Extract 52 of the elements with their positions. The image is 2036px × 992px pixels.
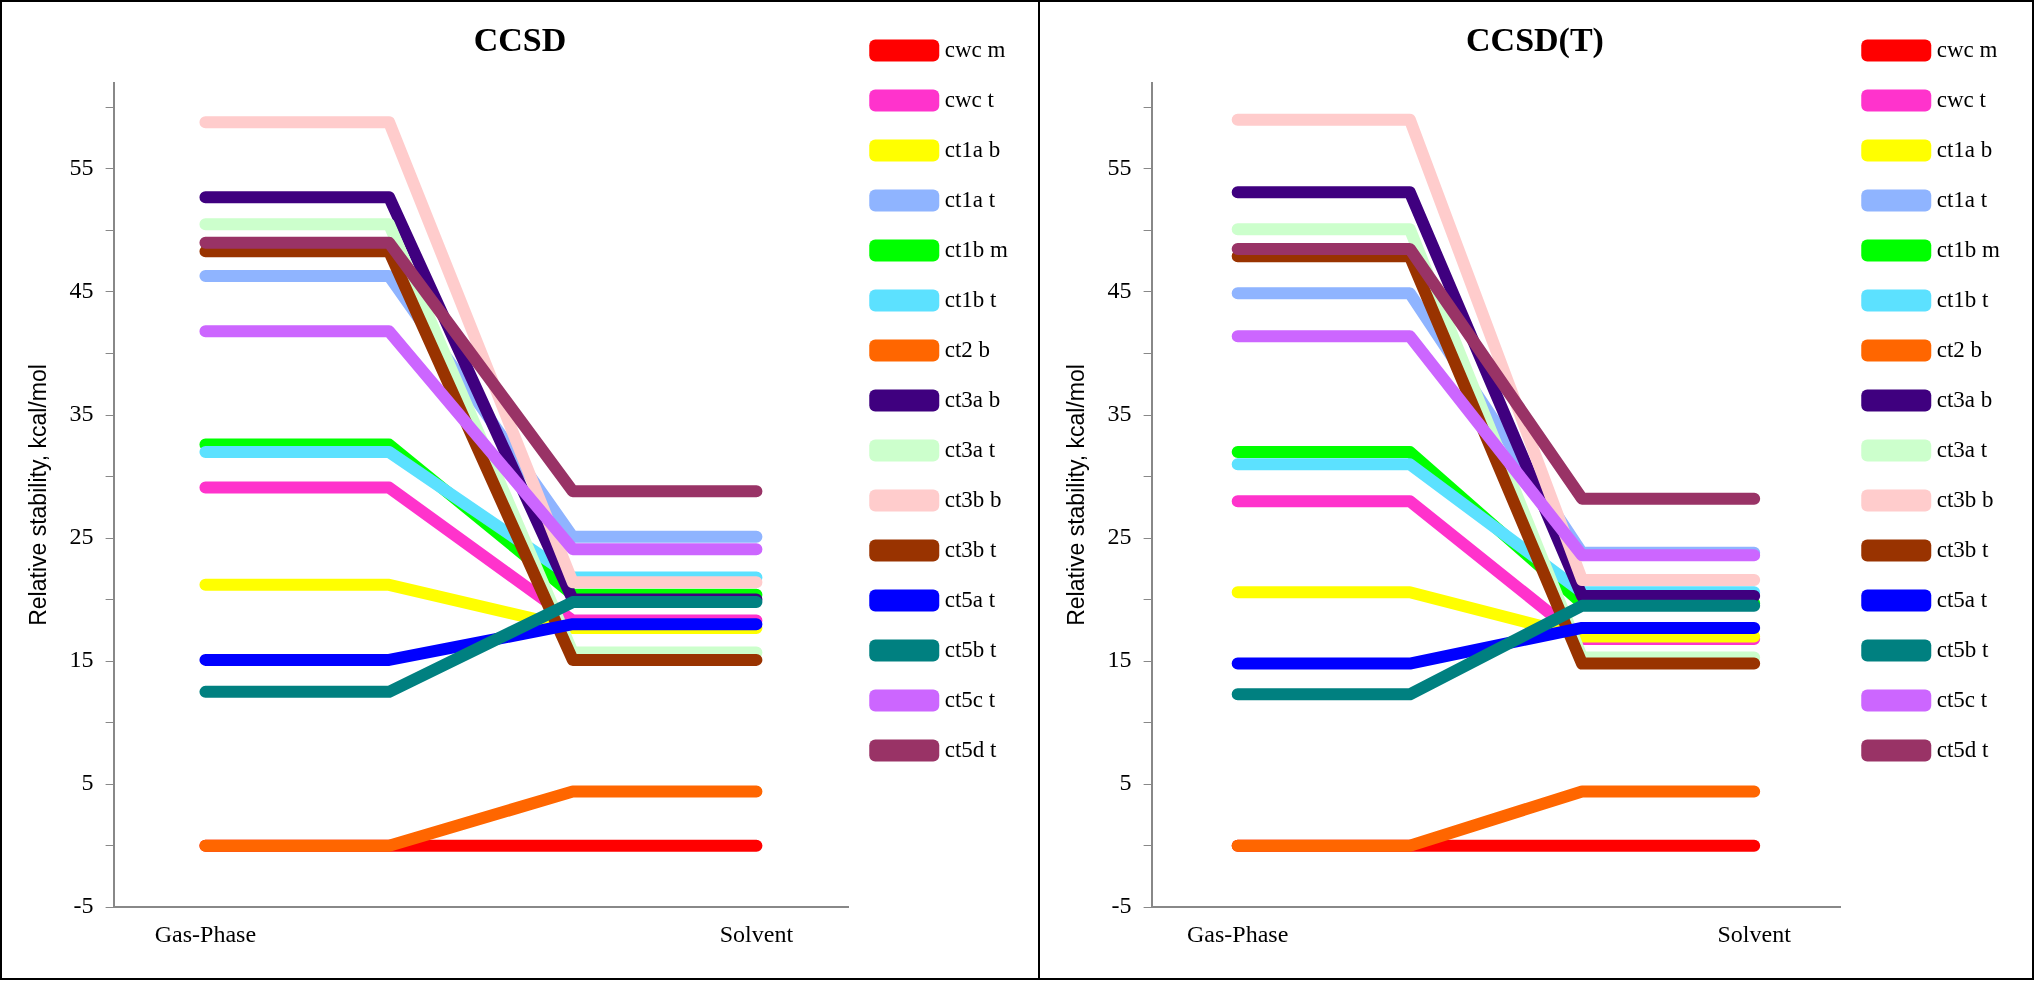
legend-label: ct5a t <box>944 586 996 612</box>
legend-label: ct1b t <box>944 286 998 312</box>
legend-label: cwc m <box>944 36 1006 62</box>
legend-label: ct5c t <box>944 686 996 712</box>
legend-label: ct1a b <box>944 136 1001 162</box>
y-tick-label: -5 <box>1111 892 1132 919</box>
y-tick-label: 5 <box>81 769 94 796</box>
legend-label: ct5b t <box>1936 636 1990 662</box>
y-tick-label: -5 <box>73 892 94 919</box>
y-tick-label: 25 <box>69 523 94 550</box>
legend-label: ct5d t <box>944 736 998 762</box>
legend-label: ct3a t <box>1936 436 1988 462</box>
x-tick-label: Solvent <box>1717 920 1792 947</box>
chart-title: CCSD <box>473 21 567 59</box>
legend-label: ct1a b <box>1936 136 1993 162</box>
y-tick-label: 15 <box>1107 646 1132 673</box>
x-tick-label: Solvent <box>719 920 794 947</box>
legend-label: ct3a b <box>1936 386 1993 412</box>
legend-label: ct1b m <box>944 236 1009 262</box>
legend-label: ct1a t <box>944 186 996 212</box>
legend-label: cwc t <box>944 86 995 112</box>
legend-label: ct5a t <box>1936 586 1988 612</box>
y-tick-label: 5 <box>1119 769 1132 796</box>
y-tick-label: 15 <box>69 646 94 673</box>
legend-label: ct3b b <box>1936 486 1994 512</box>
y-tick-label: 25 <box>1107 523 1132 550</box>
legend-label: ct3b b <box>944 486 1002 512</box>
y-axis-title: Relative stability, kcal/mol <box>1063 364 1090 626</box>
y-tick-label: 45 <box>1107 277 1132 304</box>
y-tick-label: 35 <box>69 400 94 427</box>
y-tick-label: 45 <box>69 277 94 304</box>
y-tick-label: 55 <box>1107 154 1132 181</box>
chart-title: CCSD(T) <box>1466 21 1604 60</box>
legend-label: ct1b t <box>1936 286 1990 312</box>
legend-label: ct3b t <box>1936 536 1990 562</box>
legend-label: ct2 b <box>1936 336 1983 362</box>
legend-label: ct5b t <box>944 636 998 662</box>
x-tick-label: Gas-Phase <box>154 920 257 947</box>
legend-label: ct1a t <box>1936 186 1988 212</box>
y-tick-label: 35 <box>1107 400 1132 427</box>
legend-label: ct2 b <box>944 336 991 362</box>
x-tick-label: Gas-Phase <box>1187 920 1289 947</box>
legend-label: ct1b m <box>1936 236 2001 262</box>
legend-label: ct3a b <box>944 386 1001 412</box>
legend-label: ct3a t <box>944 436 996 462</box>
y-tick-label: 55 <box>69 154 94 181</box>
legend-label: cwc m <box>1936 36 1998 62</box>
y-axis-title: Relative stability, kcal/mol <box>25 364 52 626</box>
legend-label: ct3b t <box>944 536 998 562</box>
legend-label: cwc t <box>1936 86 1987 112</box>
legend-label: ct5c t <box>1936 686 1988 712</box>
legend-label: ct5d t <box>1936 736 1990 762</box>
